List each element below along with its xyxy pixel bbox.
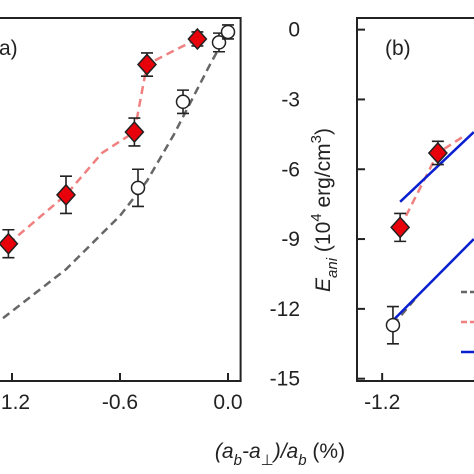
y-axis-title-part: 4 [308,213,325,221]
x-axis-title-part: ⊥ [261,452,274,469]
diamond-marker [124,120,145,144]
y-tick-label: -12 [270,298,300,321]
diamond-marker [136,53,158,76]
data-point [385,305,401,345]
data-point [427,140,448,166]
diamond-marker [390,216,411,239]
data-point [175,89,191,115]
y-tick-label: -6 [281,158,300,181]
x-tick-label: -1.2 [0,391,30,414]
x-axis-title: (ab-a⊥)/ab (%) [215,440,345,469]
y-axis-title-part: 3 [308,135,325,143]
fit-line [399,131,474,203]
panel-label: (b) [385,37,411,60]
y-axis-title: Eani (104 erg/cm3) [308,128,341,292]
data-point [187,27,208,51]
y-axis-title-part: ) [312,128,335,135]
x-axis-title-part: b [234,452,242,469]
x-axis-title-part: (%) [307,440,346,463]
circle-marker [175,94,191,110]
y-axis-title-part: (10 [312,222,335,258]
plot-frame [356,17,474,382]
data-point [130,168,146,208]
x-tick-label: 0.0 [213,391,242,414]
x-axis-title-part: b [298,452,306,469]
data-point [124,117,145,147]
fit-line [7,37,198,245]
diamond-marker [0,232,19,255]
data-point [55,175,77,215]
x-axis-title-part: )/a [271,440,299,463]
y-tick-label: 0 [288,19,300,42]
y-axis-title-part: E [312,277,335,292]
data-point [0,228,19,259]
y-axis-title-part: ani [324,257,341,278]
x-axis-title-part: -a [242,440,261,463]
y-tick-label: -3 [281,88,300,111]
data-point [136,52,158,77]
diamond-marker [187,27,208,51]
diamond-marker [55,183,77,206]
x-tick-label: -1.2 [364,391,400,414]
x-axis-title-part: (a [215,440,234,463]
plot-frame [0,17,242,382]
circle-marker [220,24,236,40]
fit-line [2,31,230,320]
data-point [220,24,236,40]
data-point [390,212,411,243]
x-tick-label: -0.6 [102,391,138,414]
circle-marker [130,180,146,196]
fit-line [392,238,474,322]
circle-marker [385,317,401,333]
y-tick-label: -15 [270,368,300,391]
diamond-marker [427,141,448,165]
y-axis-title-part: erg/cm [312,143,335,213]
circle-marker [211,35,227,50]
y-tick-label: -9 [281,228,300,251]
panel-label: (a) [0,37,18,60]
